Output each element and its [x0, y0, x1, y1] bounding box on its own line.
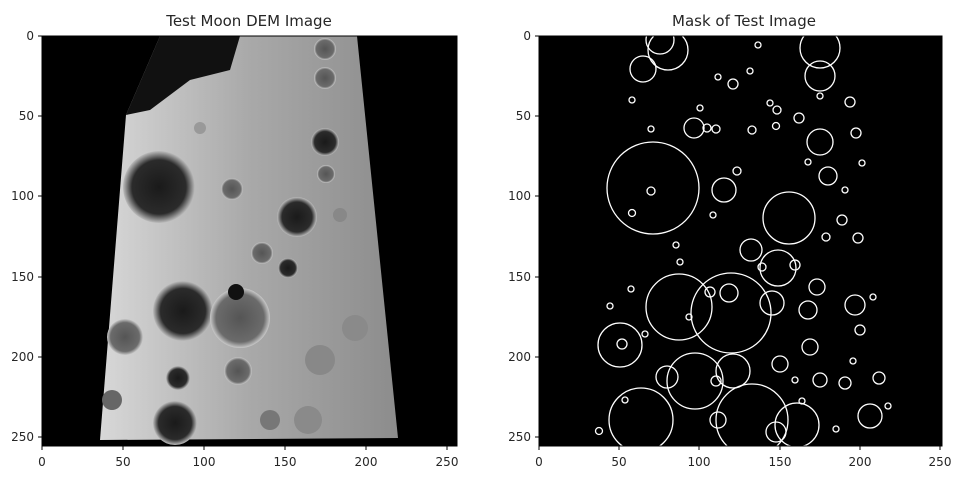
y-tick: 100 — [11, 189, 42, 203]
dem-image — [100, 36, 398, 445]
x-tick: 50 — [115, 446, 131, 469]
crater-rings — [594, 36, 892, 446]
y-tick-label: 250 — [11, 430, 34, 444]
x-tick: 100 — [193, 446, 216, 469]
y-tick: 150 — [508, 270, 539, 284]
panel-title: Test Moon DEM Image — [165, 12, 332, 30]
x-tick-label: 250 — [929, 455, 952, 469]
y-tick: 0 — [26, 29, 42, 43]
y-tick-label: 50 — [516, 109, 531, 123]
y-tick: 100 — [508, 189, 539, 203]
mask-image-background — [539, 36, 942, 446]
x-tick-label: 0 — [535, 455, 543, 469]
x-tick: 0 — [38, 446, 46, 469]
y-axis: 0 50 100 150 200 250 — [508, 29, 539, 444]
mask-image-panel: Mask of Test Image — [508, 12, 951, 469]
y-tick-label: 150 — [11, 270, 34, 284]
y-tick: 50 — [19, 109, 42, 123]
x-tick: 200 — [849, 446, 872, 469]
y-tick-label: 0 — [523, 29, 531, 43]
x-tick: 150 — [274, 446, 297, 469]
x-tick: 150 — [769, 446, 792, 469]
x-tick: 100 — [688, 446, 711, 469]
x-tick-label: 250 — [436, 455, 459, 469]
x-tick: 250 — [436, 446, 459, 469]
panel-title: Mask of Test Image — [672, 12, 816, 30]
x-tick-label: 150 — [274, 455, 297, 469]
y-tick-label: 0 — [26, 29, 34, 43]
axes-frame — [538, 35, 943, 447]
y-tick: 150 — [11, 270, 42, 284]
y-tick-label: 50 — [19, 109, 34, 123]
x-tick-label: 200 — [355, 455, 378, 469]
y-tick-label: 100 — [508, 189, 531, 203]
y-tick: 250 — [508, 430, 539, 444]
y-tick: 0 — [523, 29, 539, 43]
x-tick-label: 100 — [688, 455, 711, 469]
x-tick-label: 50 — [115, 455, 130, 469]
x-tick-label: 50 — [611, 455, 626, 469]
y-axis: 0 50 100 150 200 250 — [11, 29, 42, 444]
dem-image-panel: Test Moon DEM Image — [11, 12, 458, 469]
x-tick: 250 — [929, 446, 952, 469]
x-tick-label: 200 — [849, 455, 872, 469]
x-axis: 0 50 100 150 200 250 — [38, 446, 458, 469]
x-axis: 0 50 100 150 200 250 — [535, 446, 951, 469]
y-tick-label: 250 — [508, 430, 531, 444]
y-tick-label: 100 — [11, 189, 34, 203]
y-tick: 250 — [11, 430, 42, 444]
y-tick: 200 — [11, 350, 42, 364]
x-tick: 0 — [535, 446, 543, 469]
y-tick: 200 — [508, 350, 539, 364]
y-tick-label: 150 — [508, 270, 531, 284]
x-tick-label: 150 — [769, 455, 792, 469]
axes-frame — [41, 35, 458, 447]
x-tick: 50 — [611, 446, 627, 469]
y-tick-label: 200 — [11, 350, 34, 364]
y-tick-label: 200 — [508, 350, 531, 364]
x-tick-label: 100 — [193, 455, 216, 469]
y-tick: 50 — [516, 109, 539, 123]
x-tick: 200 — [355, 446, 378, 469]
x-tick-label: 0 — [38, 455, 46, 469]
